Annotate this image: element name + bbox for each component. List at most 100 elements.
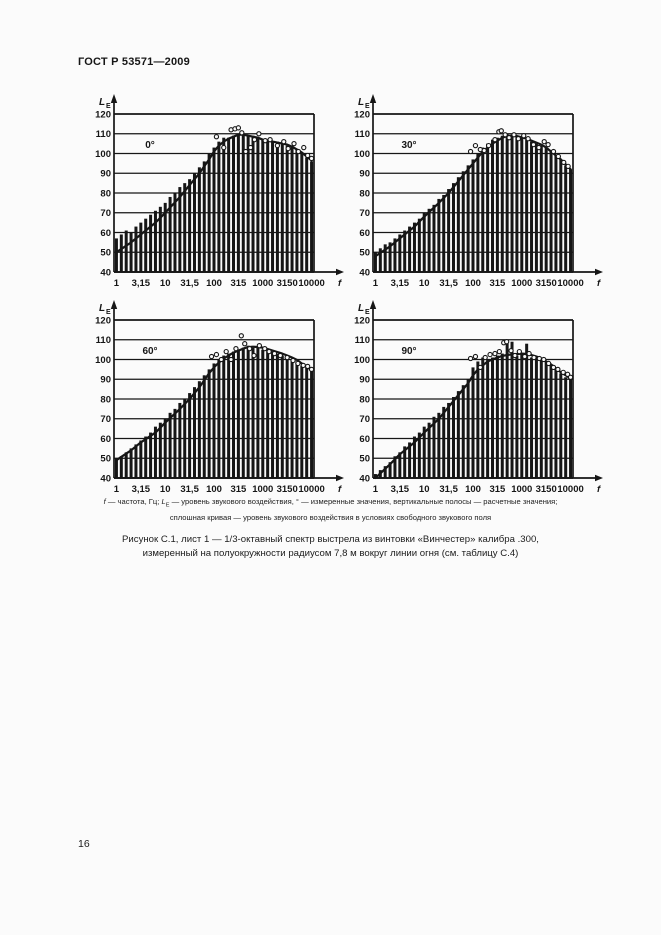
footnote-f-symbol: f <box>103 497 106 506</box>
svg-text:10000: 10000 <box>557 484 583 495</box>
svg-text:3150: 3150 <box>536 278 557 289</box>
svg-text:f: f <box>338 278 342 289</box>
svg-text:3,15: 3,15 <box>132 278 151 289</box>
svg-text:40: 40 <box>100 473 111 484</box>
svg-text:120: 120 <box>354 315 370 326</box>
svg-text:100: 100 <box>465 484 481 495</box>
svg-text:60: 60 <box>100 228 111 239</box>
svg-text:100: 100 <box>354 149 370 160</box>
page-number: 16 <box>78 838 90 850</box>
svg-text:f: f <box>597 484 601 495</box>
svg-text:31,5: 31,5 <box>439 484 458 495</box>
svg-text:3150: 3150 <box>277 278 298 289</box>
svg-text:315: 315 <box>230 278 247 289</box>
chart-0-degrees: 120 110 100 90 80 70 60 50 40 L Ef 1 3,15 10 31,5 100 31… <box>95 94 344 289</box>
svg-text:70: 70 <box>100 414 111 425</box>
svg-text:30°: 30° <box>401 140 416 151</box>
svg-text:31,5: 31,5 <box>180 278 199 289</box>
svg-text:70: 70 <box>359 414 370 425</box>
svg-text:120: 120 <box>354 109 370 120</box>
footnote-L-symbol: L <box>161 497 166 506</box>
svg-text:80: 80 <box>100 188 111 199</box>
svg-text:31,5: 31,5 <box>180 484 199 495</box>
svg-text:50: 50 <box>100 248 111 259</box>
svg-text:60: 60 <box>359 228 370 239</box>
svg-text:70: 70 <box>359 208 370 219</box>
svg-text:110: 110 <box>96 129 111 140</box>
svg-text:1000: 1000 <box>252 278 273 289</box>
chart-30-degrees: 120 110 100 90 80 70 60 50 40 L Ef 1 3,15 10 31,5 100 31… <box>354 94 603 289</box>
svg-text:10: 10 <box>160 278 171 289</box>
svg-text:90: 90 <box>100 375 111 386</box>
svg-text:100: 100 <box>206 278 222 289</box>
svg-text:1000: 1000 <box>252 484 273 495</box>
svg-text:90: 90 <box>359 169 370 180</box>
svg-text:100: 100 <box>465 278 481 289</box>
svg-text:40: 40 <box>100 267 111 278</box>
svg-text:10000: 10000 <box>298 278 324 289</box>
svg-text:100: 100 <box>95 149 111 160</box>
figure-caption-line2: измеренный на полуокружности радиусом 7,… <box>142 547 519 559</box>
svg-text:3,15: 3,15 <box>391 278 410 289</box>
chart-60-degrees: 120 110 100 90 80 70 60 50 40 L Ef 1 3,15 10 31,5 100 31… <box>95 300 344 495</box>
svg-text:315: 315 <box>489 278 506 289</box>
svg-text:90: 90 <box>359 375 370 386</box>
svg-text:10: 10 <box>419 278 430 289</box>
svg-text:40: 40 <box>359 267 370 278</box>
figure-footnote: f — частота, Гц; LE — уровень звукового … <box>40 496 621 523</box>
svg-text:110: 110 <box>355 129 370 140</box>
svg-text:1: 1 <box>373 484 379 495</box>
svg-text:50: 50 <box>359 454 370 465</box>
svg-text:E: E <box>365 309 370 316</box>
svg-text:E: E <box>106 103 111 110</box>
footnote-L-subscript: E <box>165 502 170 509</box>
svg-text:120: 120 <box>95 109 111 120</box>
svg-text:1: 1 <box>114 484 120 495</box>
svg-text:80: 80 <box>359 394 370 405</box>
svg-text:1: 1 <box>114 278 120 289</box>
svg-text:10: 10 <box>419 484 430 495</box>
footnote-rest: — уровень звукового воздействия, ° — изм… <box>169 497 558 506</box>
svg-text:70: 70 <box>100 208 111 219</box>
svg-text:f: f <box>597 278 601 289</box>
svg-text:3,15: 3,15 <box>391 484 410 495</box>
svg-text:100: 100 <box>95 355 111 366</box>
document-header: ГОСТ Р 53571—2009 <box>78 56 190 68</box>
svg-text:90: 90 <box>100 169 111 180</box>
figure-caption-line1: Рисунок С.1, лист 1 — 1/3-октавный спект… <box>122 534 539 545</box>
svg-text:1000: 1000 <box>511 484 532 495</box>
figure-footnote-line2: сплошная кривая — уровень звукового возд… <box>169 512 492 522</box>
svg-text:10000: 10000 <box>557 278 583 289</box>
figure-footnote-line1: f — частота, Гц; LE — уровень звукового … <box>40 496 621 512</box>
svg-text:60°: 60° <box>142 346 157 357</box>
svg-text:100: 100 <box>206 484 222 495</box>
svg-text:100: 100 <box>354 355 370 366</box>
svg-text:10: 10 <box>160 484 171 495</box>
svg-text:40: 40 <box>359 473 370 484</box>
svg-text:50: 50 <box>359 248 370 259</box>
footnote-f-text: — частота, Гц; <box>105 497 162 506</box>
svg-text:L: L <box>99 97 105 108</box>
svg-text:90°: 90° <box>401 346 416 357</box>
svg-text:60: 60 <box>100 434 111 445</box>
svg-text:80: 80 <box>359 188 370 199</box>
svg-text:315: 315 <box>230 484 247 495</box>
svg-text:L: L <box>358 97 364 108</box>
svg-text:110: 110 <box>355 335 370 346</box>
svg-text:120: 120 <box>95 315 111 326</box>
svg-text:L: L <box>358 303 364 314</box>
svg-text:10000: 10000 <box>298 484 324 495</box>
svg-text:E: E <box>106 309 111 316</box>
svg-text:50: 50 <box>100 454 111 465</box>
svg-text:f: f <box>338 484 342 495</box>
svg-text:1000: 1000 <box>511 278 532 289</box>
svg-text:3150: 3150 <box>277 484 298 495</box>
svg-text:315: 315 <box>489 484 506 495</box>
svg-text:3150: 3150 <box>536 484 557 495</box>
svg-text:31,5: 31,5 <box>439 278 458 289</box>
svg-text:0°: 0° <box>145 140 155 151</box>
svg-text:1: 1 <box>373 278 379 289</box>
svg-text:60: 60 <box>359 434 370 445</box>
svg-text:110: 110 <box>96 335 111 346</box>
